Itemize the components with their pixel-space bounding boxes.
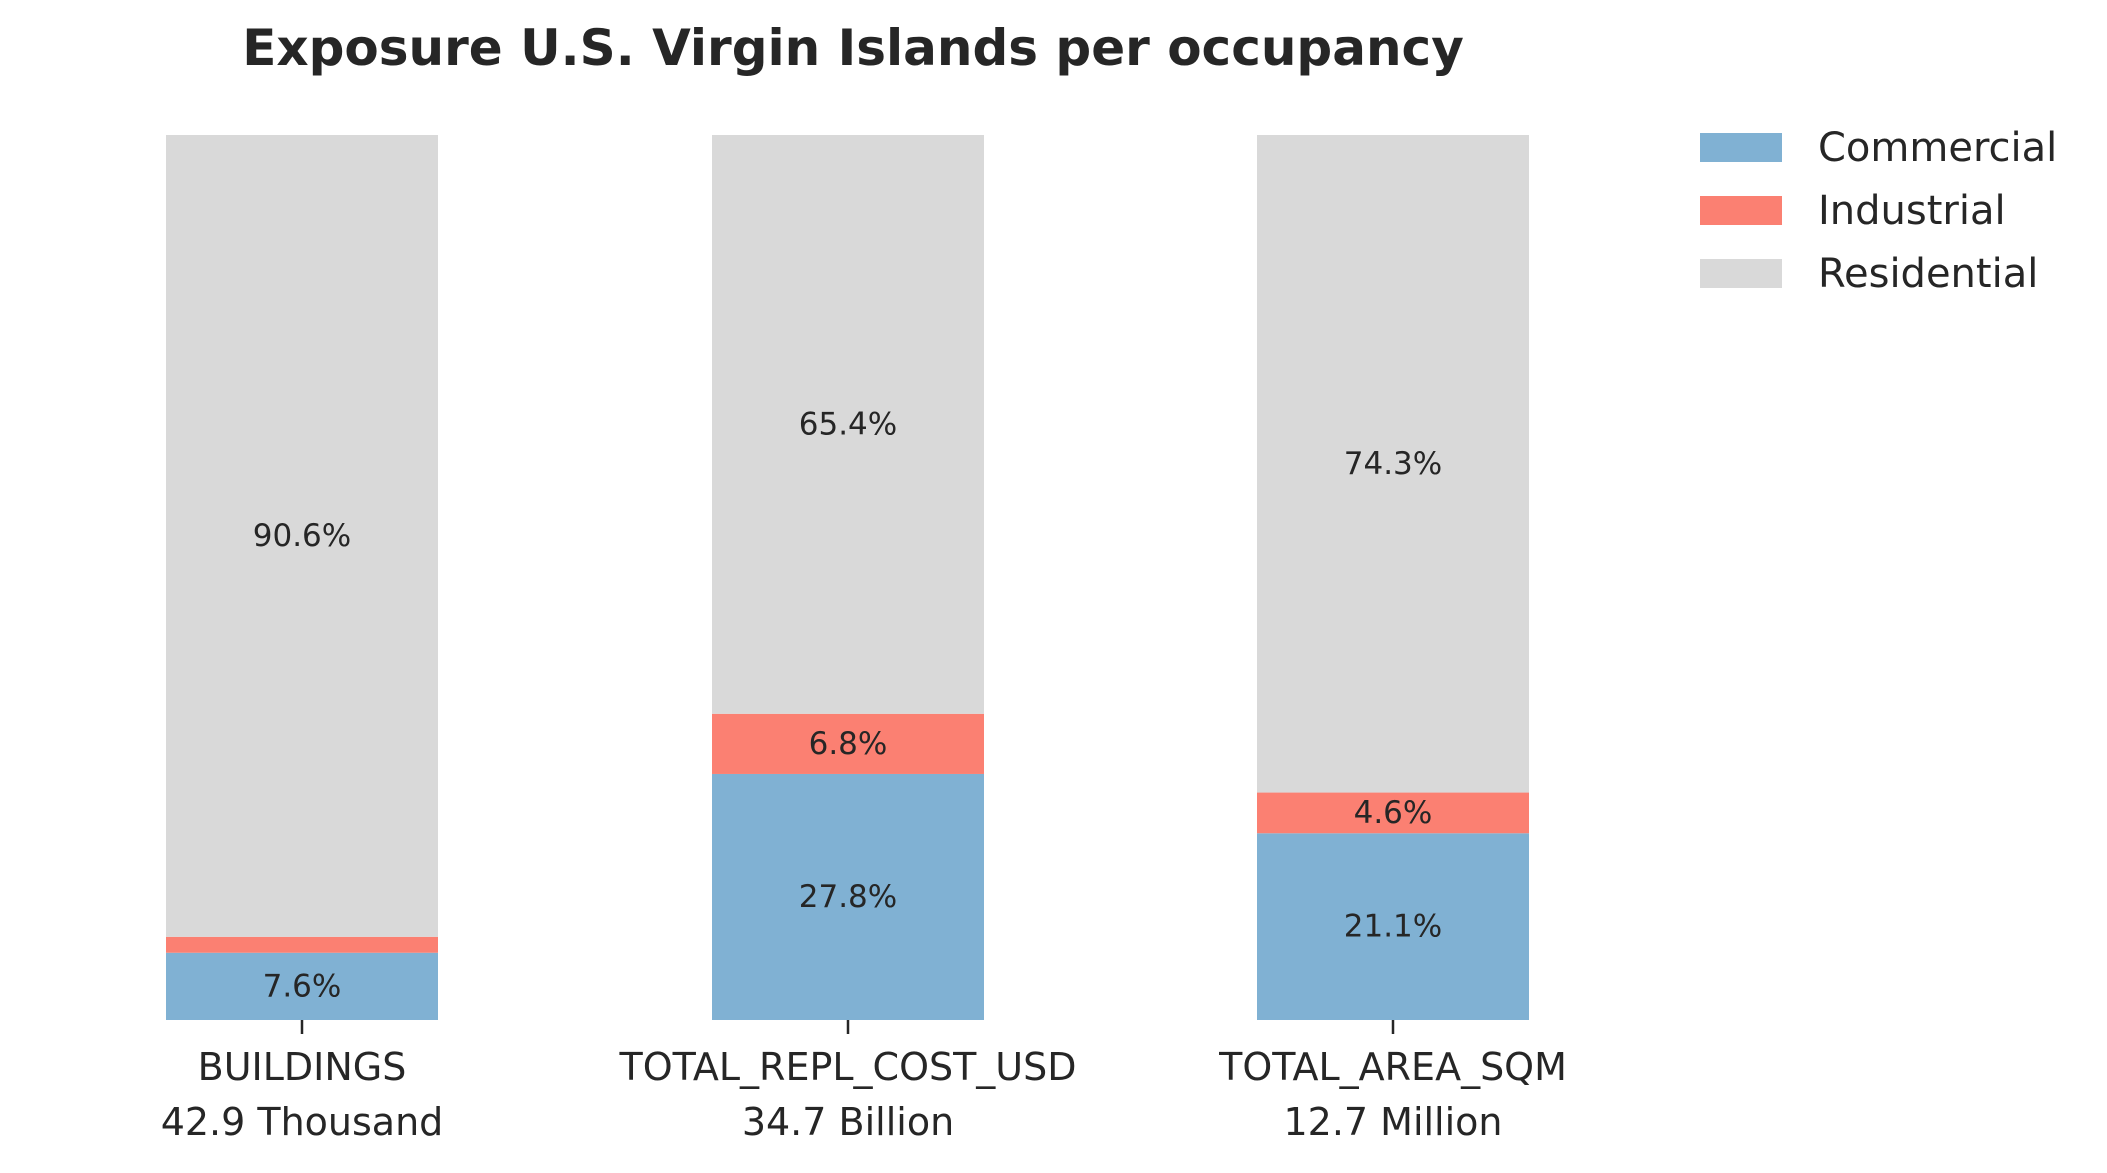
bar-label-total-repl-cost-usd-residential: 65.4% <box>799 406 897 442</box>
chart-title: Exposure U.S. Virgin Islands per occupan… <box>242 19 1464 77</box>
x-axis: BUILDINGS 42.9 Thousand TOTAL_REPL_COST_US… <box>161 1020 1567 1144</box>
bar-total-repl-cost-usd-residential <box>712 135 984 714</box>
bar-total-repl-cost-usd-industrial <box>712 713 984 774</box>
legend-swatch-industrial <box>1700 196 1782 225</box>
bar-label-buildings-commercial: 7.6% <box>263 968 342 1004</box>
x-tick-label-total-repl-cost-usd: TOTAL_REPL_COST_USD <box>618 1045 1076 1089</box>
legend: Commercial Industrial Residential <box>1700 125 2057 297</box>
bar-labels: 7.6% 90.6% 27.8% 6.8% 65.4% 21.1% 4.6% 74.3% <box>253 406 1442 1004</box>
bar-buildings-industrial <box>166 936 438 953</box>
bar-buildings-residential <box>166 135 438 937</box>
bar-buildings-commercial <box>166 952 438 1020</box>
bar-label-total-area-sqm-industrial: 4.6% <box>1354 795 1433 831</box>
x-tick-label-buildings: BUILDINGS <box>198 1045 407 1089</box>
legend-swatch-commercial <box>1700 133 1782 162</box>
x-tick-total-buildings: 42.9 Thousand <box>161 1100 444 1144</box>
x-tick-total-total-area-sqm: 12.7 Million <box>1283 1100 1502 1144</box>
bar-total-area-sqm-residential <box>1257 135 1529 793</box>
legend-label-industrial: Industrial <box>1818 188 2006 234</box>
legend-label-commercial: Commercial <box>1818 125 2057 171</box>
bar-label-total-repl-cost-usd-industrial: 6.8% <box>809 726 888 762</box>
bar-label-buildings-residential: 90.6% <box>253 518 351 554</box>
bar-total-area-sqm-industrial <box>1257 792 1529 834</box>
legend-swatch-residential <box>1700 259 1782 288</box>
legend-label-residential: Residential <box>1818 251 2038 297</box>
bar-total-area-sqm-commercial <box>1257 833 1529 1020</box>
bar-label-total-area-sqm-commercial: 21.1% <box>1344 909 1442 945</box>
bar-label-total-area-sqm-residential: 74.3% <box>1344 446 1442 482</box>
x-tick-label-total-area-sqm: TOTAL_AREA_SQM <box>1218 1045 1567 1089</box>
x-tick-total-total-repl-cost-usd: 34.7 Billion <box>742 1100 954 1144</box>
bar-label-total-repl-cost-usd-commercial: 27.8% <box>799 879 897 915</box>
bar-total-repl-cost-usd-commercial <box>712 773 984 1020</box>
bars <box>166 135 1529 1020</box>
